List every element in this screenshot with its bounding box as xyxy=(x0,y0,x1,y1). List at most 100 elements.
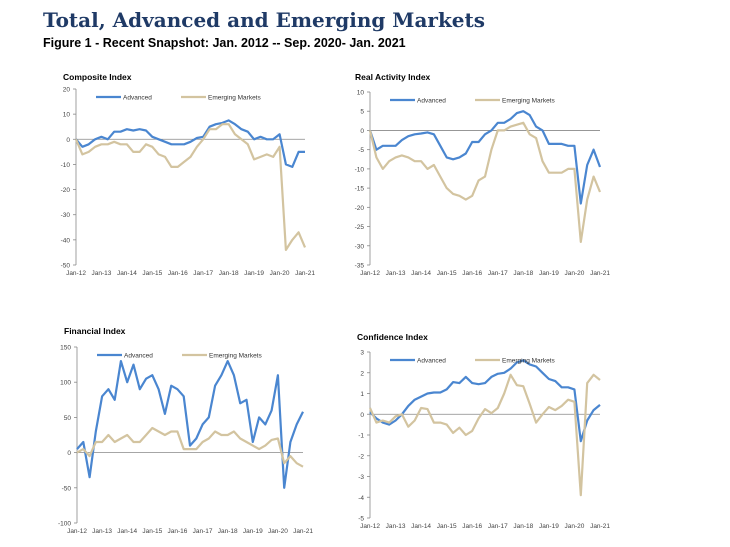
y-tick-label: 20 xyxy=(63,87,71,94)
x-tick-label: Jan-19 xyxy=(244,270,264,277)
y-tick-label: -1 xyxy=(358,433,364,440)
x-tick-label: Jan-15 xyxy=(437,270,457,277)
x-tick-label: Jan-14 xyxy=(117,270,137,277)
x-tick-label: Jan-18 xyxy=(513,523,533,530)
x-tick-label: Jan-16 xyxy=(462,523,482,530)
y-tick-label: 10 xyxy=(63,112,71,119)
legend-label: Emerging Markets xyxy=(208,95,261,102)
x-tick-label: Jan-15 xyxy=(142,528,162,535)
x-tick-label: Jan-16 xyxy=(168,270,188,277)
y-tick-label: -4 xyxy=(358,495,364,502)
legend-label: Advanced xyxy=(124,353,153,360)
x-tick-label: Jan-19 xyxy=(539,270,559,277)
x-tick-label: Jan-19 xyxy=(243,528,263,535)
x-tick-label: Jan-19 xyxy=(539,523,559,530)
x-tick-label: Jan-14 xyxy=(117,528,137,535)
chart-real-activity-index: Real Activity Index 10 5 0 -5 -10 -15 -20 -25 -30… xyxy=(355,72,611,277)
y-tick-label: 5 xyxy=(360,109,364,116)
y-tick-label: 50 xyxy=(64,415,72,422)
chart-title: Composite Index xyxy=(63,72,132,82)
y-tick-label: -20 xyxy=(61,187,71,194)
x-tick-label: Jan-12 xyxy=(67,528,87,535)
x-tick-label: Jan-15 xyxy=(437,523,457,530)
legend-label: Advanced xyxy=(417,358,446,365)
x-tick-label: Jan-16 xyxy=(168,528,188,535)
x-tick-label: Jan-13 xyxy=(92,270,112,277)
x-tick-label: Jan-15 xyxy=(142,270,162,277)
x-tick-label: Jan-16 xyxy=(462,270,482,277)
y-tick-label: -5 xyxy=(358,516,364,523)
x-tick-label: Jan-12 xyxy=(360,270,380,277)
series-line-emerging-markets xyxy=(74,123,307,251)
legend-label: Advanced xyxy=(123,95,152,102)
series-line-advanced xyxy=(368,110,602,205)
x-tick-label: Jan-17 xyxy=(488,270,508,277)
x-tick-label: Jan-17 xyxy=(193,270,213,277)
series-line-advanced xyxy=(76,360,304,489)
legend-label: Emerging Markets xyxy=(502,358,555,365)
y-tick-label: 3 xyxy=(360,350,364,357)
y-tick-label: 0 xyxy=(360,128,364,135)
y-tick-label: 0 xyxy=(66,137,70,144)
chart-title: Confidence Index xyxy=(357,332,428,342)
y-tick-label: -40 xyxy=(61,237,71,244)
x-tick-label: Jan-20 xyxy=(268,528,288,535)
chart-composite-index: Composite Index20100-10-20-30-40-50Jan-1… xyxy=(61,72,316,277)
series-line-emerging-markets xyxy=(368,373,601,497)
x-tick-label: Jan-17 xyxy=(488,523,508,530)
y-tick-label: 0 xyxy=(67,450,71,457)
y-tick-label: 150 xyxy=(60,345,71,352)
y-tick-label: -10 xyxy=(355,166,365,173)
x-tick-label: Jan-18 xyxy=(218,528,238,535)
x-tick-label: Jan-20 xyxy=(565,523,585,530)
y-tick-label: -30 xyxy=(355,243,365,250)
y-tick-label: -25 xyxy=(355,224,365,231)
x-tick-label: Jan-13 xyxy=(386,270,406,277)
x-tick-label: Jan-12 xyxy=(360,523,380,530)
x-tick-label: Jan-21 xyxy=(590,523,610,530)
y-tick-label: -2 xyxy=(358,453,364,460)
x-tick-label: Jan-14 xyxy=(411,523,431,530)
y-tick-label: 0 xyxy=(360,412,364,419)
y-tick-label: -50 xyxy=(61,263,71,270)
y-tick-label: -35 xyxy=(355,263,365,270)
x-tick-label: Jan-13 xyxy=(92,528,112,535)
y-tick-label: -20 xyxy=(355,205,365,212)
y-tick-label: -30 xyxy=(61,212,71,219)
x-tick-label: Jan-12 xyxy=(66,270,86,277)
series-line-emerging-markets xyxy=(368,121,602,243)
x-tick-label: Jan-14 xyxy=(411,270,431,277)
chart-title: Financial Index xyxy=(64,326,126,336)
series-line-advanced xyxy=(75,119,305,168)
y-tick-label: -15 xyxy=(355,186,365,193)
y-tick-label: 10 xyxy=(357,90,365,97)
y-tick-label: -10 xyxy=(61,162,71,169)
y-tick-label: -3 xyxy=(358,474,364,481)
x-tick-label: Jan-21 xyxy=(293,528,313,535)
chart-title: Real Activity Index xyxy=(355,72,431,82)
series-line-advanced xyxy=(369,359,601,443)
legend-label: Advanced xyxy=(417,98,446,105)
x-tick-label: Jan-13 xyxy=(386,523,406,530)
x-tick-label: Jan-18 xyxy=(513,270,533,277)
y-tick-label: -100 xyxy=(58,521,71,528)
x-tick-label: Jan-17 xyxy=(193,528,213,535)
y-tick-label: 2 xyxy=(360,370,364,377)
x-tick-label: Jan-20 xyxy=(270,270,290,277)
y-tick-label: 100 xyxy=(60,380,71,387)
y-tick-label: -5 xyxy=(358,147,364,154)
x-tick-label: Jan-21 xyxy=(295,270,315,277)
legend-label: Emerging Markets xyxy=(209,353,262,360)
legend-label: Emerging Markets xyxy=(502,98,555,105)
figure-title: Total, Advanced and Emerging Markets xyxy=(43,8,486,32)
x-tick-label: Jan-18 xyxy=(219,270,239,277)
x-tick-label: Jan-21 xyxy=(590,270,610,277)
series-line-emerging-markets xyxy=(76,426,304,468)
y-tick-label: 1 xyxy=(360,391,364,398)
figure-subtitle: Figure 1 - Recent Snapshot: Jan. 2012 --… xyxy=(43,36,406,50)
x-tick-label: Jan-20 xyxy=(565,270,585,277)
